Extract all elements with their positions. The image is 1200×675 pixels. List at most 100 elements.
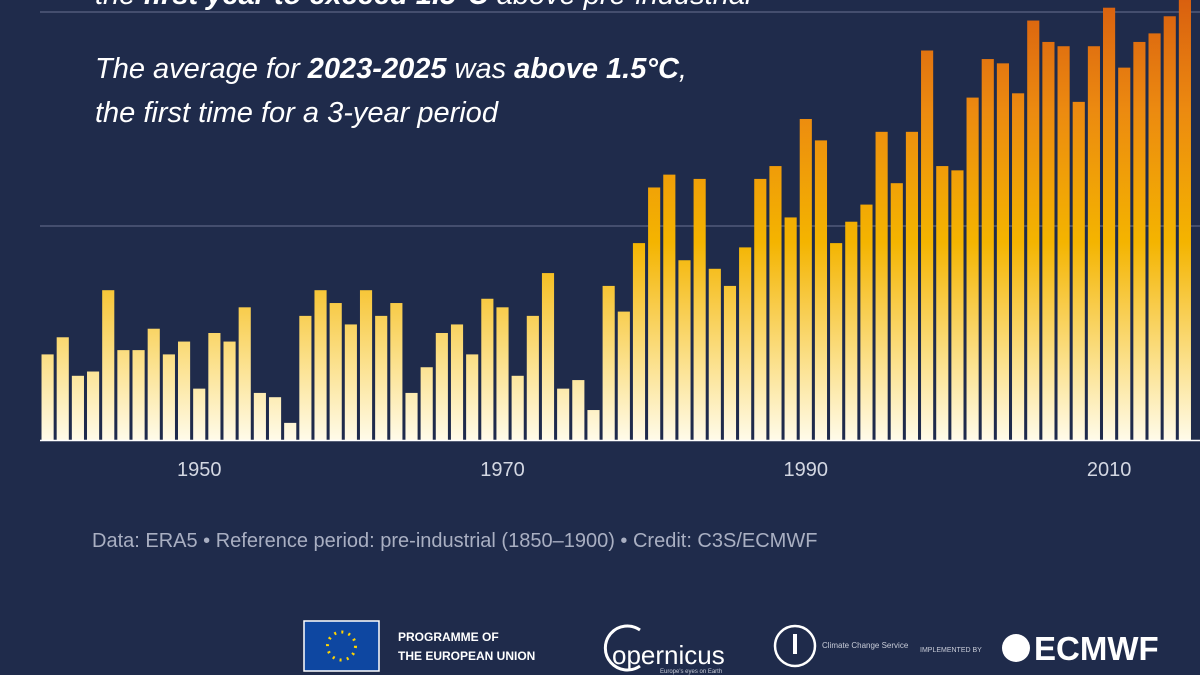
bar (1027, 20, 1040, 441)
c3s-mark (773, 624, 817, 668)
bar (602, 285, 615, 440)
bar (1012, 93, 1025, 440)
bar (830, 243, 843, 440)
bar (723, 285, 737, 440)
bar (572, 380, 585, 440)
bar (1178, 0, 1191, 440)
text: 2023-2025 (307, 53, 448, 85)
x-tick-label: 1990 (784, 459, 829, 481)
bar (162, 354, 175, 440)
eu-text: THE EUROPEAN UNION (398, 649, 535, 663)
bar (693, 178, 706, 440)
bar (708, 268, 721, 440)
bar (1103, 7, 1116, 440)
bar (1133, 41, 1146, 440)
bar (663, 174, 676, 440)
bar (268, 397, 282, 440)
bar (102, 290, 115, 440)
bar (557, 388, 570, 440)
bar (496, 307, 509, 440)
bar (1148, 33, 1161, 440)
text: first year to exceed 1.5°C (143, 0, 489, 11)
bar (117, 350, 130, 440)
bar (678, 260, 691, 440)
bar (177, 341, 191, 440)
bar (208, 332, 221, 440)
bar (405, 392, 418, 440)
bar (223, 341, 236, 440)
bar (299, 315, 312, 440)
x-tick-label: 1970 (480, 459, 525, 481)
bar (936, 166, 949, 440)
ecmwf-text: ECMWF (1034, 630, 1159, 667)
x-tick-label: 2010 (1087, 459, 1132, 481)
bar (390, 303, 403, 440)
copernicus-sub: Europe's eyes on Earth (660, 669, 722, 675)
bar (617, 311, 630, 440)
bar (769, 166, 782, 440)
bar (1087, 46, 1100, 441)
copernicus-mark (603, 624, 641, 672)
bar (541, 273, 555, 440)
bar (238, 307, 251, 440)
bar (511, 375, 524, 440)
bar (860, 204, 873, 440)
bar (648, 187, 661, 440)
bar (329, 303, 342, 440)
bar (435, 332, 448, 440)
bar (420, 367, 433, 440)
text: the (95, 0, 143, 11)
bar (845, 221, 858, 440)
bar (253, 392, 266, 440)
bar (1072, 101, 1085, 440)
text: above 1.5°C (514, 53, 680, 85)
text: was (446, 53, 514, 85)
bar (587, 410, 600, 440)
x-axis: 1950 1970 1990 2010 (177, 459, 1131, 481)
bar (41, 354, 54, 440)
bar (344, 324, 357, 440)
eu-flag (303, 620, 380, 672)
text: , (679, 53, 687, 85)
bar (784, 217, 797, 440)
bar (875, 131, 888, 440)
bar (996, 63, 1009, 440)
bar (481, 298, 494, 440)
bar (951, 170, 964, 440)
bar (466, 354, 479, 440)
bar (526, 315, 539, 440)
bar (87, 371, 100, 440)
bar (966, 97, 979, 440)
bar (314, 290, 327, 440)
bar (890, 183, 903, 440)
annotation-second: the first time for a 3-year period (95, 97, 499, 129)
copernicus-text: opernicus (612, 640, 725, 670)
bar (56, 337, 69, 440)
ecmwf-mark (1002, 634, 1030, 662)
bar (739, 247, 752, 440)
bars (41, 0, 1191, 441)
x-tick-label: 1950 (177, 459, 222, 481)
bar (1042, 41, 1055, 440)
bar (147, 328, 160, 440)
bar (632, 243, 646, 440)
bar (1118, 67, 1131, 440)
annotation-main: The average for 2023-2025 was above 1.5°… (95, 53, 687, 85)
bar (754, 178, 767, 440)
bar (375, 315, 388, 440)
bar (132, 350, 145, 440)
bar (814, 140, 828, 440)
implemented-text: IMPLEMENTED BY (920, 647, 982, 654)
bar (193, 388, 206, 440)
bar (450, 324, 464, 440)
bar (71, 375, 84, 440)
bar (905, 131, 919, 440)
bar (359, 290, 373, 440)
annotation-top: the first year to exceed 1.5°C above pre… (95, 0, 753, 11)
text: above pre-industrial (489, 0, 753, 11)
eu-stars (326, 630, 357, 662)
c3s-text: Climate Change Service (822, 641, 909, 650)
logos: PROGRAMME OF THE EUROPEAN UNION opernicu… (303, 620, 1159, 675)
